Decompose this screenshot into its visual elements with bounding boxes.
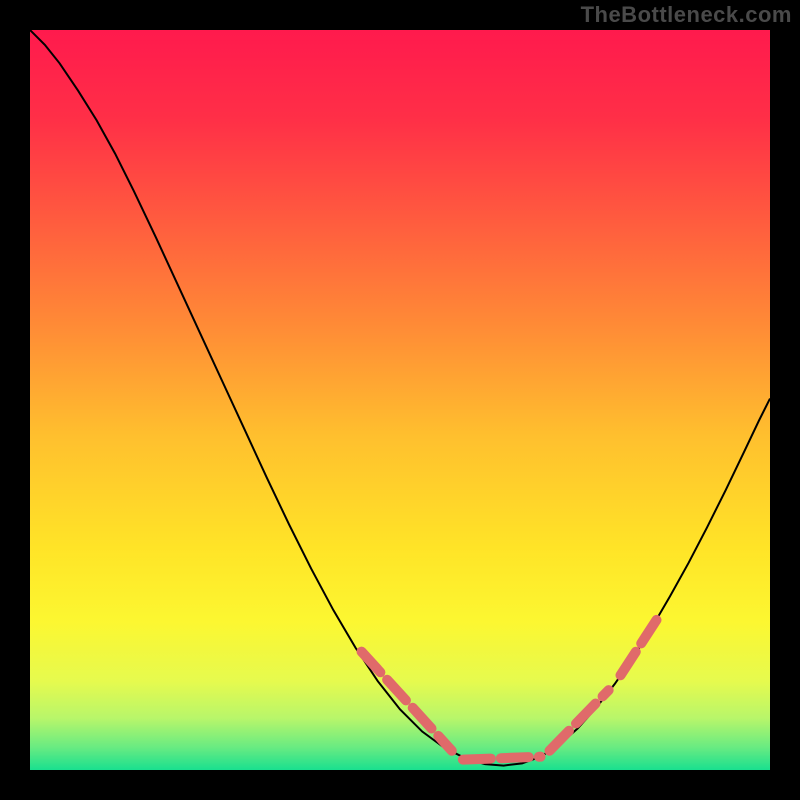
watermark-text: TheBottleneck.com: [581, 2, 792, 28]
chart-svg: [30, 30, 770, 770]
highlight-segment: [463, 757, 541, 760]
gradient-background: [30, 30, 770, 770]
chart-root: TheBottleneck.com: [0, 0, 800, 800]
plot-area: [30, 30, 770, 770]
